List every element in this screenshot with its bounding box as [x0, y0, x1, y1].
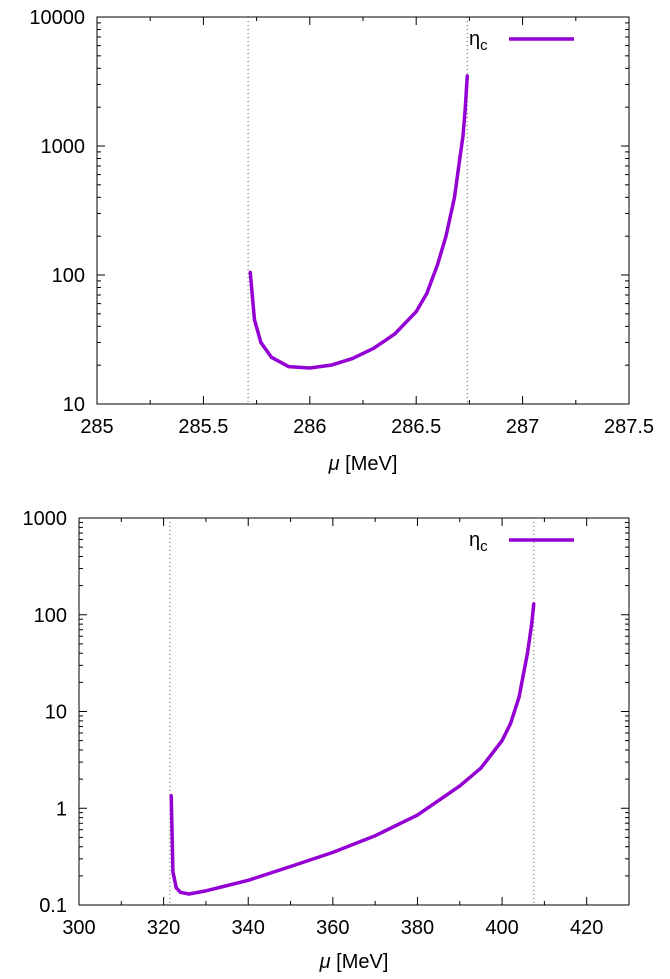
data-point	[187, 892, 191, 896]
data-point	[204, 889, 208, 893]
x-axis-label: μ [MeV]	[328, 453, 398, 475]
data-point	[372, 346, 376, 350]
data-point	[252, 318, 257, 322]
data-point	[169, 794, 173, 798]
data-point	[465, 74, 469, 78]
x-tick-label: 380	[401, 917, 434, 939]
data-point	[308, 366, 312, 370]
data-point	[350, 356, 354, 361]
data-point	[457, 164, 461, 168]
data-point	[530, 622, 534, 626]
legend: ηc	[469, 529, 574, 555]
data-point	[461, 134, 465, 138]
data-point	[174, 886, 178, 890]
x-tick-label: 420	[570, 917, 603, 939]
data-point	[373, 834, 377, 838]
legend-label: ηc	[469, 529, 488, 555]
x-tick-label: 400	[485, 917, 518, 939]
chart-2: 300 320 340 360 380 400 420 0.1 1 10 100 1000 ηc μ [M…	[23, 508, 630, 973]
x-tick-label: 287	[506, 416, 539, 438]
series-line	[169, 603, 536, 896]
data-point	[329, 363, 333, 367]
data-point	[331, 850, 335, 854]
legend-label: ηc	[469, 28, 488, 54]
chart-1: 285 285.5 286 286.5 287 287.5 10 100 1000 10000 ηc…	[29, 7, 654, 475]
plot-frame	[78, 517, 630, 906]
data-point	[435, 263, 440, 267]
x-axis-label: μ [MeV]	[319, 951, 389, 973]
x-tick-label: 300	[62, 917, 95, 939]
data-point	[452, 195, 457, 199]
y-tick-label: 1000	[41, 136, 86, 158]
data-point	[500, 739, 504, 743]
data-point	[259, 340, 263, 345]
x-tick-label: 360	[316, 917, 349, 939]
y-tick-label: 10000	[29, 7, 85, 29]
data-point	[393, 332, 397, 336]
data-point	[525, 651, 530, 655]
y-tick-label: 1000	[23, 508, 68, 530]
y-tick-label: 0.1	[39, 895, 67, 917]
data-point	[458, 784, 462, 788]
x-tick-label: 340	[232, 917, 265, 939]
data-point	[508, 721, 513, 726]
data-point	[269, 355, 274, 359]
x-tick-label: 285.5	[178, 416, 228, 438]
y-tick-label: 100	[52, 265, 85, 287]
legend: ηc	[469, 28, 574, 54]
data-point	[444, 234, 448, 238]
data-point	[178, 890, 183, 894]
x-tick-label: 286	[293, 416, 326, 438]
x-tick-label: 285	[80, 416, 113, 438]
data-point	[479, 766, 483, 770]
data-point	[414, 310, 418, 314]
data-point	[517, 695, 521, 699]
data-point	[288, 864, 293, 869]
y-tick-label: 10	[45, 702, 67, 724]
y-tick-label: 100	[34, 605, 67, 627]
y-tick-label: 10	[63, 394, 85, 416]
data-point	[463, 108, 467, 112]
data-point	[171, 870, 175, 874]
x-tick-label: 287.5	[604, 416, 654, 438]
plot-frame	[96, 16, 630, 405]
data-point	[532, 602, 536, 606]
y-tick-label: 1	[56, 798, 67, 820]
data-point	[286, 364, 291, 369]
x-tick-label: 320	[147, 917, 180, 939]
x-tick-label: 286.5	[391, 416, 441, 438]
data-point	[248, 270, 252, 274]
data-point	[246, 878, 250, 882]
series-line	[248, 75, 470, 370]
data-point	[425, 291, 429, 296]
data-point	[415, 813, 420, 817]
